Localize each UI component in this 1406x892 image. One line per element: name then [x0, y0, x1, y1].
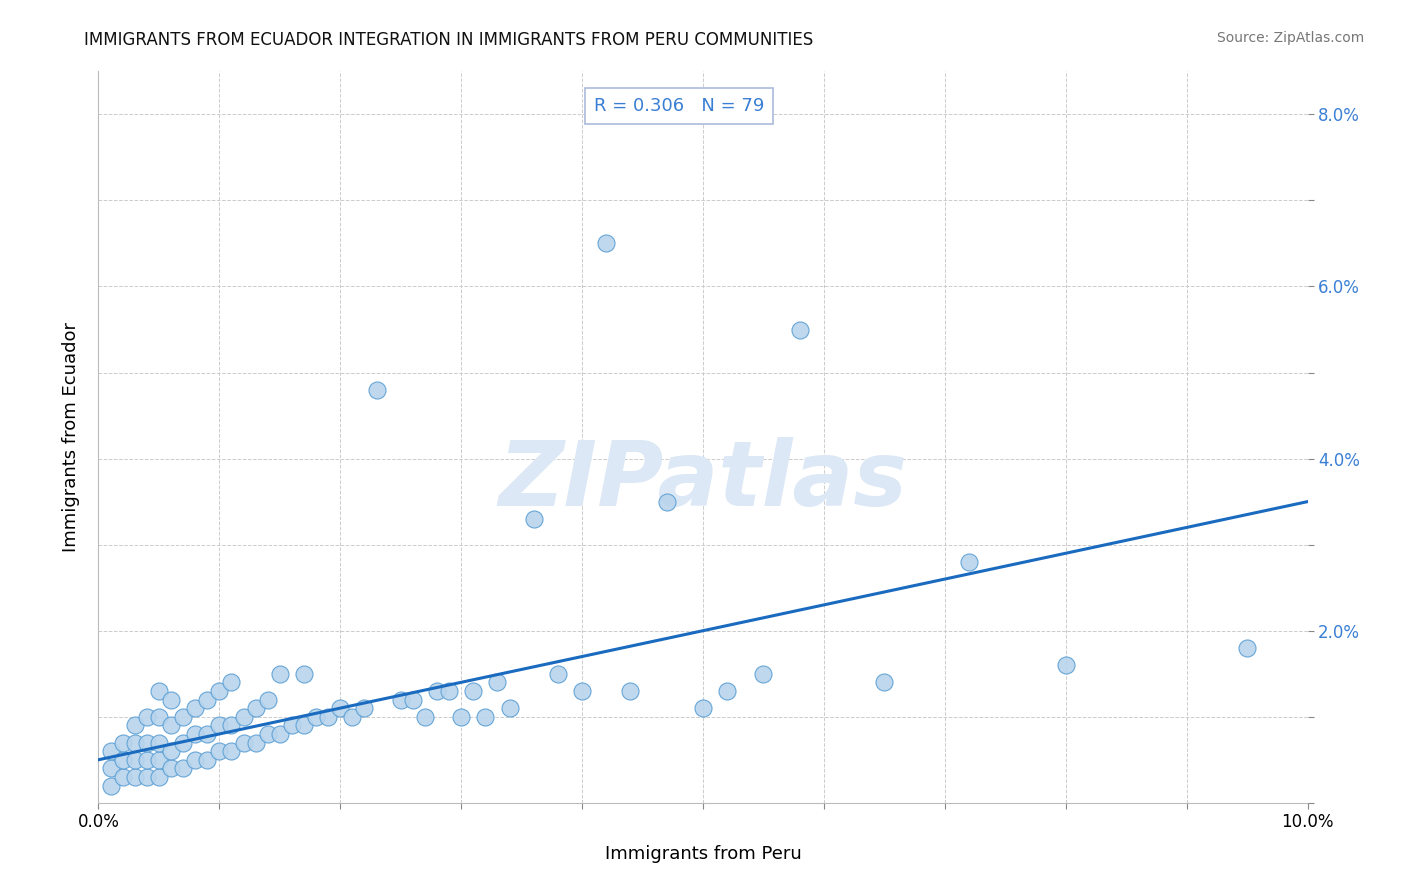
Point: [148, 684, 170, 698]
Point: [100, 744, 122, 758]
Point: [148, 770, 170, 784]
Point: [463, 684, 485, 698]
Point: [873, 675, 896, 690]
Point: [111, 753, 134, 767]
Point: [184, 753, 207, 767]
Point: [135, 710, 157, 724]
Point: [184, 727, 207, 741]
Point: [1236, 640, 1258, 655]
Point: [195, 753, 218, 767]
Point: [135, 735, 157, 749]
Point: [571, 684, 593, 698]
Y-axis label: Immigrants from Ecuador: Immigrants from Ecuador: [62, 322, 80, 552]
Point: [148, 710, 170, 724]
Point: [426, 684, 449, 698]
Point: [305, 710, 328, 724]
Point: [474, 710, 496, 724]
Text: Source: ZipAtlas.com: Source: ZipAtlas.com: [1216, 31, 1364, 45]
Text: ZIPatlas: ZIPatlas: [499, 437, 907, 525]
Point: [111, 770, 134, 784]
Point: [148, 735, 170, 749]
Point: [184, 701, 207, 715]
Point: [329, 701, 352, 715]
Point: [353, 701, 375, 715]
Point: [148, 753, 170, 767]
Point: [160, 761, 183, 775]
Point: [195, 727, 218, 741]
Point: [208, 718, 231, 732]
X-axis label: Immigrants from Peru: Immigrants from Peru: [605, 845, 801, 863]
Point: [172, 710, 194, 724]
Point: [221, 675, 243, 690]
Point: [281, 718, 304, 732]
Point: [221, 744, 243, 758]
Point: [135, 753, 157, 767]
Text: R = 0.306   N = 79: R = 0.306 N = 79: [593, 97, 763, 115]
Point: [402, 692, 425, 706]
Point: [437, 684, 460, 698]
Point: [111, 735, 134, 749]
Point: [100, 779, 122, 793]
Point: [124, 770, 146, 784]
Point: [100, 761, 122, 775]
Point: [160, 692, 183, 706]
Point: [789, 322, 811, 336]
Point: [1054, 658, 1077, 673]
Point: [269, 666, 291, 681]
Point: [245, 701, 267, 715]
Point: [342, 710, 364, 724]
Point: [208, 744, 231, 758]
Point: [547, 666, 569, 681]
Point: [124, 735, 146, 749]
Point: [389, 692, 412, 706]
Point: [160, 744, 183, 758]
Point: [413, 710, 436, 724]
Point: [232, 735, 254, 749]
Point: [124, 753, 146, 767]
Point: [523, 512, 546, 526]
Point: [692, 701, 714, 715]
Point: [595, 236, 617, 251]
Point: [208, 684, 231, 698]
Point: [498, 701, 520, 715]
Point: [292, 718, 315, 732]
Point: [172, 761, 194, 775]
Point: [256, 727, 278, 741]
Point: [124, 718, 146, 732]
Point: [655, 494, 678, 508]
Point: [366, 383, 388, 397]
Point: [292, 666, 315, 681]
Point: [269, 727, 291, 741]
Point: [256, 692, 278, 706]
Point: [172, 735, 194, 749]
Point: [957, 555, 980, 569]
Point: [619, 684, 641, 698]
Point: [221, 718, 243, 732]
Point: [752, 666, 775, 681]
Point: [450, 710, 472, 724]
Text: IMMIGRANTS FROM ECUADOR INTEGRATION IN IMMIGRANTS FROM PERU COMMUNITIES: IMMIGRANTS FROM ECUADOR INTEGRATION IN I…: [84, 31, 814, 49]
Point: [160, 718, 183, 732]
Point: [232, 710, 254, 724]
Point: [316, 710, 339, 724]
Point: [716, 684, 738, 698]
Point: [486, 675, 509, 690]
Point: [195, 692, 218, 706]
Point: [245, 735, 267, 749]
Point: [135, 770, 157, 784]
